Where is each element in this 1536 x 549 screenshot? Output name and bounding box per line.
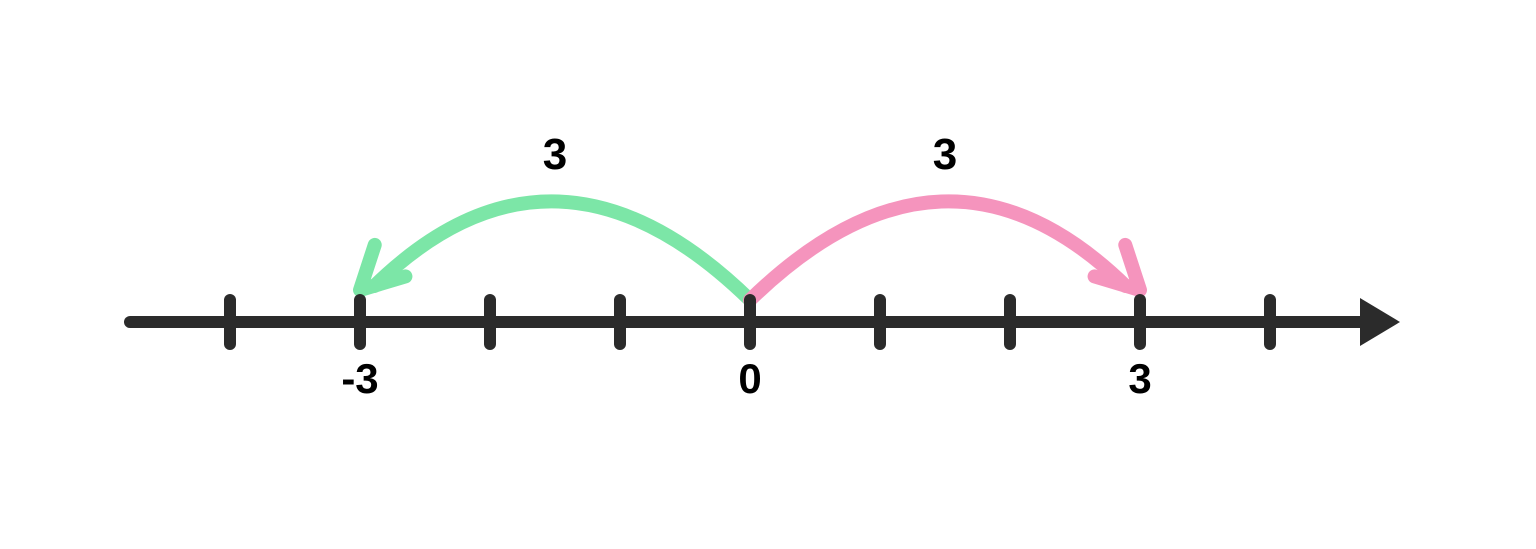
- tick-label: 3: [1128, 355, 1151, 403]
- tick-label: -3: [341, 355, 378, 403]
- right-arc: [750, 201, 1140, 300]
- arc-label: 3: [543, 130, 567, 180]
- axis-arrowhead: [1360, 298, 1400, 346]
- diagram-svg: [0, 0, 1536, 549]
- tick-label: 0: [738, 355, 761, 403]
- left-arc: [360, 201, 750, 300]
- number-line-diagram: -3 0 3 3 3: [0, 0, 1536, 549]
- arc-label: 3: [933, 130, 957, 180]
